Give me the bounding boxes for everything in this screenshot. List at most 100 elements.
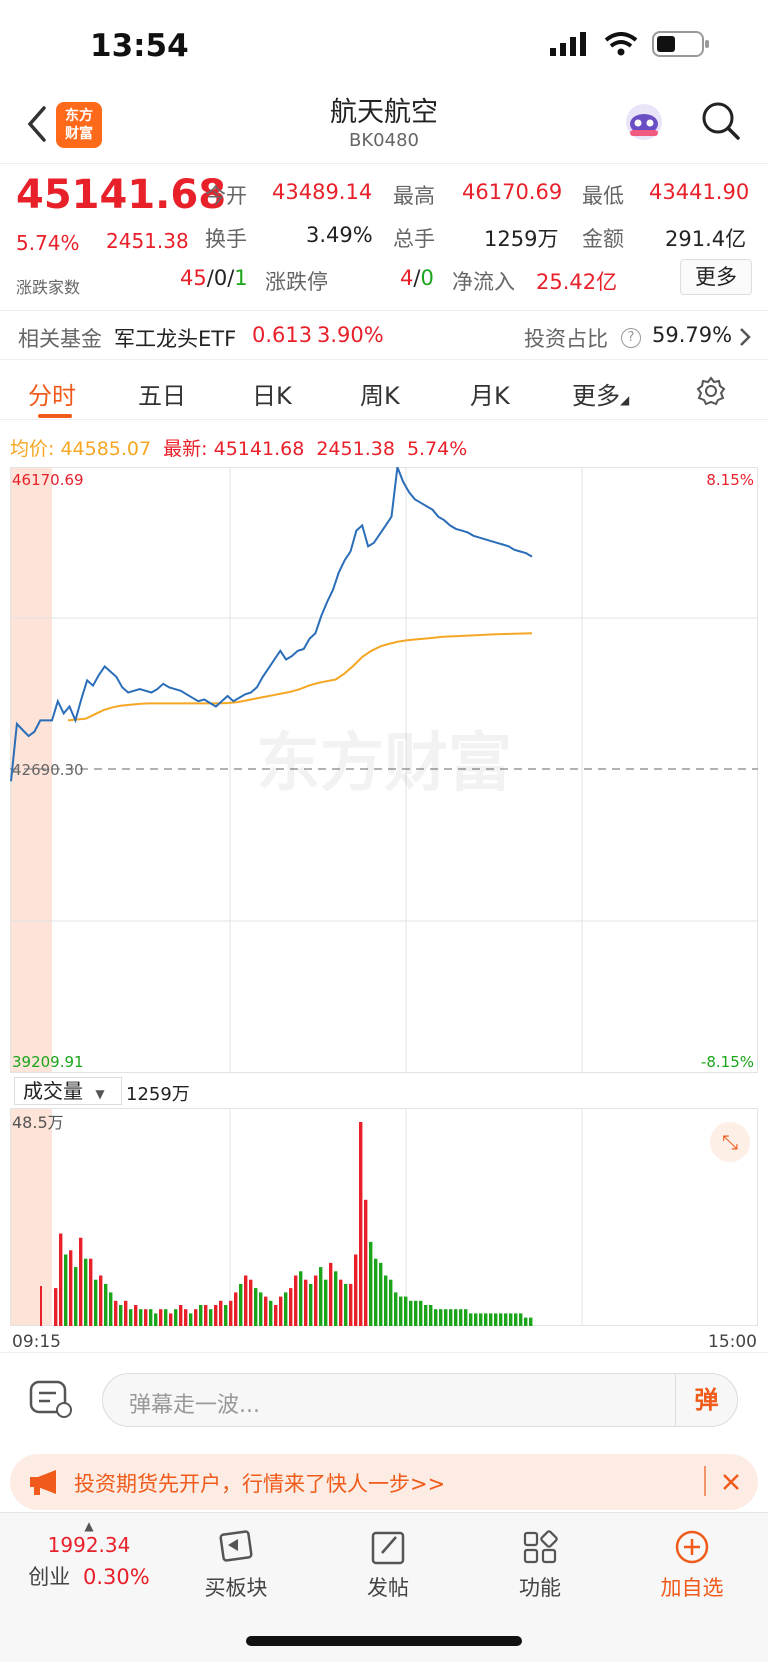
volume-bar bbox=[384, 1275, 388, 1326]
pct-top-label: 8.15% bbox=[706, 471, 754, 489]
tab-weekly-k[interactable]: 周K bbox=[360, 382, 400, 410]
related-fund-row[interactable]: 相关基金 军工龙头ETF 0.613 3.90% 投资占比 ? 59.79% bbox=[0, 310, 768, 360]
volume-bar bbox=[284, 1292, 288, 1326]
index-ticker[interactable]: ▲ 1992.34 创业 0.30% bbox=[14, 1519, 164, 1591]
promo-banner[interactable]: 投资期货先开户，行情来了快人一步>> bbox=[10, 1454, 758, 1510]
up-arrow-icon: ▲ bbox=[84, 1519, 94, 1533]
volume-bar bbox=[229, 1300, 233, 1326]
gear-icon[interactable] bbox=[696, 376, 726, 406]
volume-bar bbox=[119, 1305, 123, 1326]
index-value: 1992.34 bbox=[47, 1533, 131, 1557]
volume-bar bbox=[124, 1300, 128, 1326]
avg-label: 均价: bbox=[10, 438, 55, 460]
volume-bar bbox=[269, 1300, 273, 1326]
amount-value: 291.4亿 bbox=[665, 227, 747, 251]
latest-pct: 5.74% bbox=[406, 438, 468, 460]
board-code: BK0480 bbox=[349, 130, 419, 151]
low-value: 43441.90 bbox=[649, 180, 750, 204]
danmaku-toggle-button[interactable]: 弹 bbox=[675, 1374, 737, 1426]
top-nav: 东方 财富 航天航空 BK0480 bbox=[0, 90, 768, 164]
limit-values: 4/0 bbox=[400, 266, 434, 290]
chevron-right-icon bbox=[740, 328, 751, 346]
volume-indicator-select[interactable]: 成交量 ▼ bbox=[14, 1077, 122, 1105]
index-name: 创业 bbox=[28, 1565, 71, 1589]
volume-bar bbox=[379, 1262, 383, 1326]
volume-bar bbox=[209, 1309, 213, 1326]
volume-bar bbox=[194, 1309, 198, 1326]
volume-bar bbox=[494, 1313, 498, 1326]
volume-bar bbox=[69, 1250, 73, 1326]
functions-button[interactable]: 功能 bbox=[490, 1527, 590, 1602]
volume-bar bbox=[359, 1122, 363, 1326]
volume-bar bbox=[389, 1279, 393, 1326]
status-bar: 13:54 bbox=[0, 0, 768, 90]
latest-value: 45141.68 bbox=[213, 438, 305, 460]
active-tab-indicator bbox=[38, 414, 72, 418]
danmaku-placeholder: 弹幕走一波... bbox=[129, 1393, 260, 1418]
volume-bar bbox=[279, 1296, 283, 1326]
volume-bar bbox=[104, 1283, 108, 1326]
close-icon[interactable] bbox=[720, 1471, 742, 1493]
help-icon[interactable]: ? bbox=[621, 326, 641, 348]
page-title: 航天航空 bbox=[330, 97, 438, 128]
volume-bar bbox=[89, 1258, 93, 1326]
volume-bar bbox=[264, 1296, 268, 1326]
tab-five-day[interactable]: 五日 bbox=[138, 382, 186, 410]
volume-bar bbox=[454, 1309, 458, 1326]
volume-value: 1259万 bbox=[484, 227, 559, 251]
y-top-label: 46170.69 bbox=[12, 471, 84, 489]
expand-icon[interactable]: ⤡ bbox=[710, 1122, 750, 1162]
volume-bar bbox=[364, 1199, 368, 1326]
volume-bar bbox=[474, 1313, 478, 1326]
volume-bar bbox=[424, 1305, 428, 1326]
intraday-chart[interactable]: 东方财富 46170.69 42690.30 39209.91 8.15% -8… bbox=[10, 466, 758, 1073]
tab-daily-k[interactable]: 日K bbox=[252, 382, 292, 410]
volume-bar bbox=[154, 1313, 158, 1326]
volume-bar bbox=[419, 1300, 423, 1326]
high-value: 46170.69 bbox=[462, 180, 563, 204]
volume-bar bbox=[179, 1305, 183, 1326]
add-watchlist-button[interactable]: 加自选 bbox=[642, 1527, 742, 1602]
pre-market-shade bbox=[10, 467, 52, 1073]
danmaku-input[interactable]: 弹幕走一波... 弹 bbox=[102, 1373, 738, 1427]
more-button[interactable]: 更多 bbox=[680, 259, 752, 295]
volume-bar bbox=[189, 1313, 193, 1326]
volume-bar bbox=[294, 1275, 298, 1326]
buy-sector-button[interactable]: 买板块 bbox=[186, 1527, 286, 1602]
volume-bar bbox=[214, 1305, 218, 1326]
volume-bar bbox=[339, 1279, 343, 1326]
cards-icon bbox=[219, 1530, 253, 1562]
app-logo: 东方 财富 bbox=[56, 102, 102, 148]
tab-more[interactable]: 更多◢ bbox=[572, 382, 630, 410]
volume-bar bbox=[524, 1317, 528, 1326]
volume-bar bbox=[504, 1313, 508, 1326]
search-icon[interactable] bbox=[700, 100, 742, 142]
volume-total: 1259万 bbox=[126, 1084, 190, 1105]
volume-chart[interactable]: 48.5万 bbox=[10, 1108, 758, 1326]
volume-bar bbox=[434, 1309, 438, 1326]
danmaku-settings-icon[interactable] bbox=[28, 1379, 74, 1419]
y-mid-label: 42690.30 bbox=[12, 761, 84, 779]
volume-bar bbox=[274, 1305, 278, 1326]
volume-bar bbox=[184, 1309, 188, 1326]
breadth-down: 1 bbox=[234, 266, 248, 290]
volume-bar bbox=[114, 1300, 118, 1326]
change-pct: 5.74% bbox=[16, 231, 80, 255]
tab-intraday[interactable]: 分时 bbox=[28, 382, 76, 410]
volume-bar bbox=[139, 1309, 143, 1326]
tab-monthly-k[interactable]: 月K bbox=[470, 382, 510, 410]
pct-bottom-label: -8.15% bbox=[701, 1053, 754, 1071]
volume-bar bbox=[349, 1283, 353, 1326]
volume-bar bbox=[374, 1258, 378, 1326]
volume-bar bbox=[489, 1313, 493, 1326]
price-chart-svg: 东方财富 46170.69 42690.30 39209.91 8.15% -8… bbox=[10, 466, 758, 1073]
caret-down-icon: ◢ bbox=[620, 393, 630, 407]
post-button[interactable]: 发帖 bbox=[338, 1527, 438, 1602]
volume-bar bbox=[84, 1258, 88, 1326]
volume-bar bbox=[334, 1271, 338, 1326]
fund-name[interactable]: 军工龙头ETF bbox=[114, 327, 237, 351]
grid-icon bbox=[523, 1530, 558, 1564]
fund-label: 相关基金 bbox=[18, 327, 102, 351]
back-icon[interactable] bbox=[24, 104, 48, 144]
robot-assistant-icon[interactable] bbox=[622, 100, 666, 144]
